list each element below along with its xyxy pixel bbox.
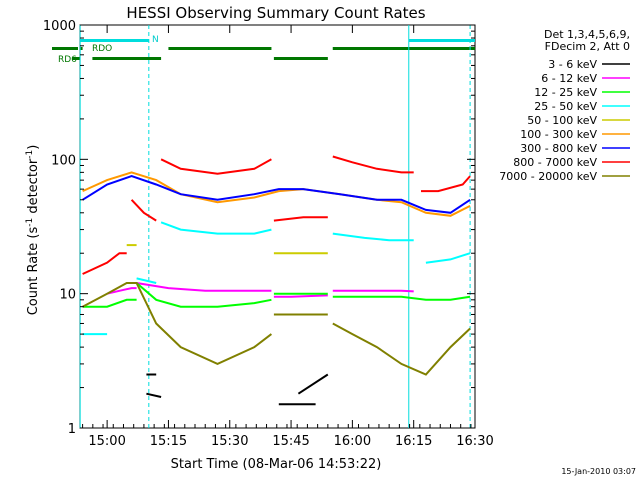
series-2 <box>82 282 471 308</box>
y-tick-label-0: 1 <box>68 422 76 437</box>
x-tick-label-2: 15:30 <box>211 434 248 449</box>
legend-label-3: 25 - 50 keV <box>534 100 597 113</box>
series-1-segment-2 <box>273 294 328 298</box>
series-8 <box>82 282 471 376</box>
series-5 <box>82 171 471 217</box>
x-tick-label-4: 16:00 <box>334 434 371 449</box>
series-0-segment-1 <box>146 392 162 398</box>
flag-bar-rd6-lead <box>72 57 80 60</box>
y-tick-label-1: 10 <box>59 288 76 303</box>
vertical-markers <box>79 25 471 428</box>
series-3-segment-1 <box>136 277 157 284</box>
y-tick-label-3: 1000 <box>43 19 76 34</box>
x-axis-label: Start Time (08-Mar-06 14:53:22) <box>171 457 382 472</box>
flag-bar-rdo-2 <box>332 47 475 50</box>
series-7 <box>82 155 471 275</box>
series-3-segment-3 <box>332 232 414 242</box>
series-7-segment-4 <box>332 155 414 174</box>
legend-label-8: 7000 - 20000 keV <box>499 170 597 183</box>
flag-bar-rdo-1 <box>168 47 272 50</box>
series-1-segment-0 <box>106 287 137 295</box>
y-axis-label: Count Rate (s-1 detector-1) <box>25 145 41 316</box>
y-axis-ticks: 1 10 100 1000 <box>43 19 475 437</box>
legend-header-1: Det 1,3,4,5,6,9, <box>544 28 630 41</box>
flag-bar-rd6-0 <box>92 57 162 60</box>
legend-label-4: 50 - 100 keV <box>527 114 597 127</box>
series-6-segment-0 <box>82 175 471 214</box>
series-8-segment-2 <box>332 322 471 376</box>
chart-title: HESSI Observing Summary Count Rates <box>126 4 425 22</box>
flag-bar-rdo-0 <box>80 47 83 50</box>
legend-label-2: 12 - 25 keV <box>534 86 597 99</box>
series-7-segment-0 <box>82 252 127 275</box>
legend: Det 1,3,4,5,6,9, FDecim 2, Att 0 3 - 6 k… <box>499 28 630 183</box>
series-3-segment-2 <box>160 221 272 235</box>
legend-label-7: 800 - 7000 keV <box>513 156 597 169</box>
generation-timestamp: 15-Jan-2010 03:07 <box>561 467 636 476</box>
series-1-segment-1 <box>136 282 272 292</box>
x-tick-label-3: 15:45 <box>272 434 309 449</box>
x-tick-label-0: 15:00 <box>88 434 125 449</box>
flag-bar-cyan-1 <box>408 39 475 42</box>
flag-bar-rdo-lead <box>52 47 78 50</box>
legend-header-2: FDecim 2, Att 0 <box>545 40 630 53</box>
flag-label-n: N <box>152 35 159 45</box>
legend-label-1: 6 - 12 keV <box>541 72 597 85</box>
series-7-segment-3 <box>273 216 328 222</box>
series-5-segment-0 <box>82 171 471 217</box>
flag-bar-cyan-0 <box>80 39 149 42</box>
x-tick-label-6: 16:30 <box>456 434 493 449</box>
flag-label-rdo: RDO <box>92 44 112 54</box>
y-tick-label-2: 100 <box>51 153 76 168</box>
x-tick-label-1: 15:15 <box>150 434 187 449</box>
legend-label-0: 3 - 6 keV <box>548 58 597 71</box>
series-3 <box>82 221 471 336</box>
legend-label-5: 100 - 300 keV <box>520 128 597 141</box>
series-2-segment-0 <box>82 298 137 308</box>
series-8-segment-0 <box>82 282 273 365</box>
series-2-segment-3 <box>332 295 471 301</box>
series-2-segment-1 <box>135 282 272 308</box>
series-7-segment-5 <box>421 175 471 193</box>
legend-label-6: 300 - 800 keV <box>520 142 597 155</box>
x-tick-label-5: 16:15 <box>395 434 432 449</box>
series-7-segment-2 <box>160 158 272 175</box>
series-1-segment-3 <box>332 289 414 293</box>
flag-bars <box>52 39 475 60</box>
series-6 <box>82 175 471 214</box>
series-0-segment-2 <box>297 373 329 395</box>
series-3-segment-4 <box>425 252 471 264</box>
series-1 <box>106 282 414 298</box>
series-0 <box>146 373 329 406</box>
series-7-segment-1 <box>130 199 157 222</box>
flag-label-rd6: RD6 <box>58 55 77 65</box>
series-4 <box>126 244 328 255</box>
flag-bar-rd6-1 <box>273 57 328 60</box>
x-axis-ticks: 15:00 15:15 15:30 15:45 16:00 16:15 16:30 <box>82 25 494 449</box>
series-lines <box>82 155 471 406</box>
